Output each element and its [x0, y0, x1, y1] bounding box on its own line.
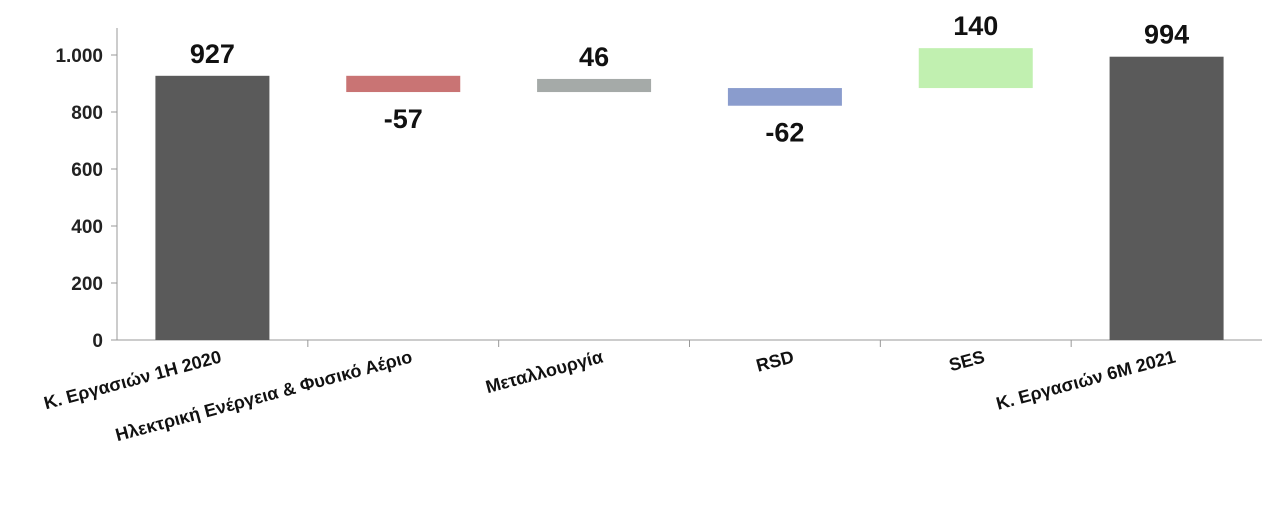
y-tick-label: 0: [92, 331, 103, 352]
category-label: Ηλεκτρική Ενέργεια & Φυσικό Αέριο: [113, 347, 414, 446]
data-label: -57: [384, 104, 423, 134]
bar-total: [1109, 56, 1224, 341]
bar-delta: [346, 75, 461, 93]
y-tick-label: 1.000: [55, 46, 103, 67]
bars-group: [155, 48, 1224, 341]
data-label: 46: [579, 42, 609, 72]
category-label: Κ. Εργασιών 6Μ 2021: [994, 347, 1178, 414]
category-label: SES: [947, 347, 987, 376]
data-label: 994: [1144, 20, 1189, 50]
y-axis: 0 200 400 600 800 1.000: [55, 28, 118, 352]
bar-total: [155, 75, 270, 341]
y-tick-label: 200: [71, 274, 103, 295]
category-label: Μεταλλουργία: [483, 347, 605, 398]
category-label: RSD: [754, 347, 796, 376]
x-axis: [117, 339, 1262, 347]
bar-delta: [918, 48, 1033, 89]
data-label: 927: [190, 39, 235, 69]
data-label: -62: [765, 118, 804, 148]
data-label: 140: [953, 11, 998, 41]
y-tick-label: 600: [71, 160, 103, 181]
bar-delta: [537, 78, 652, 93]
data-labels-group: 927 -57 46 -62 140 994: [190, 11, 1189, 148]
bar-delta: [727, 88, 842, 106]
y-tick-label: 400: [71, 217, 103, 238]
y-tick-label: 800: [71, 103, 103, 124]
